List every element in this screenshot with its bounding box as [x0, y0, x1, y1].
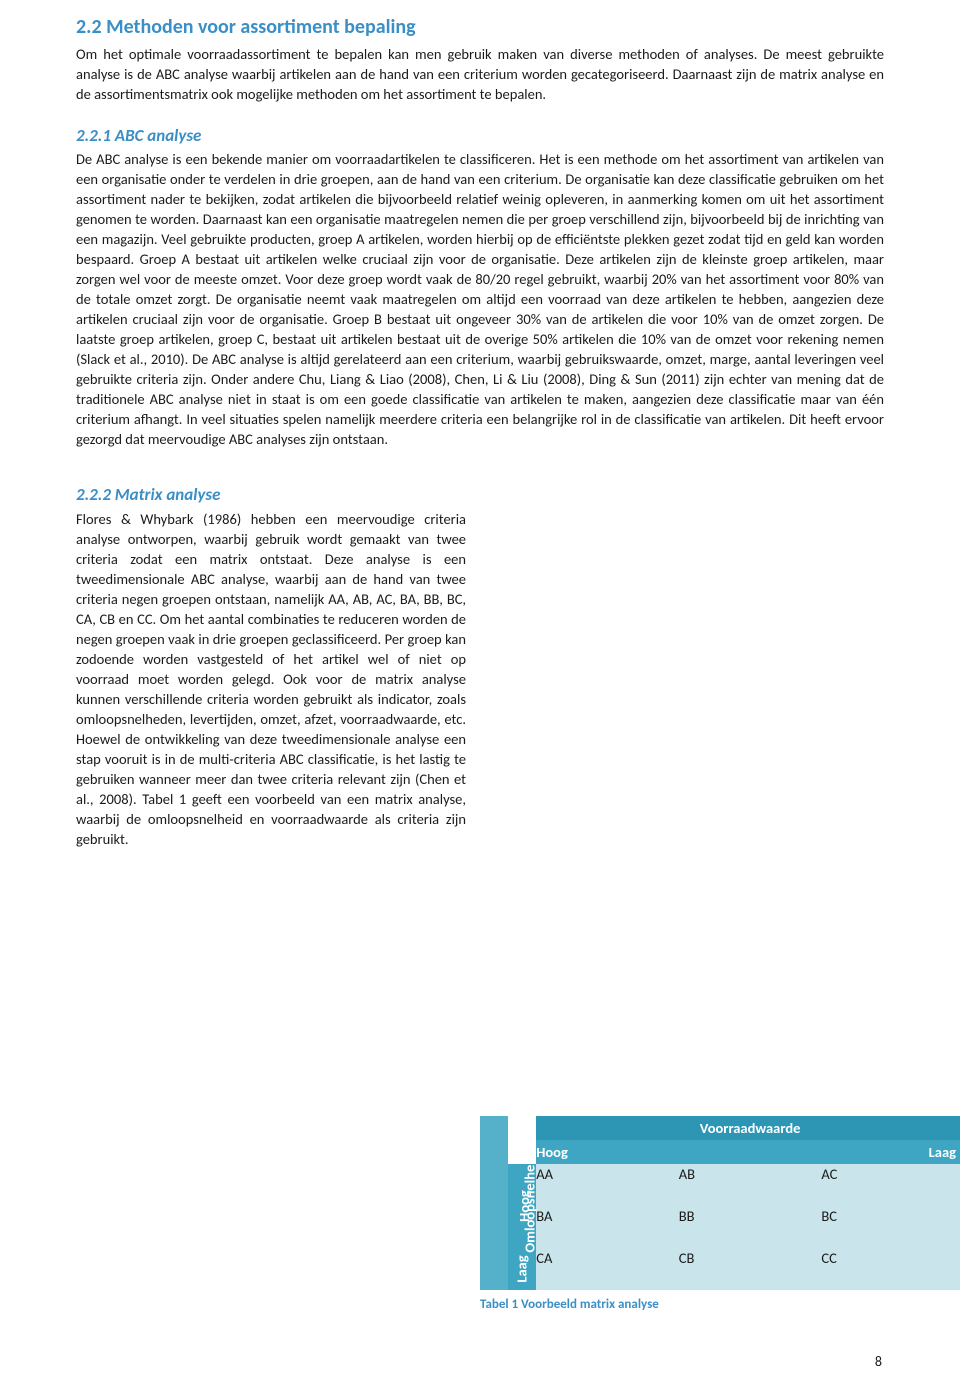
cell-bc: BC	[821, 1206, 960, 1248]
cell-ab: AB	[679, 1164, 822, 1206]
table-caption: Tabel 1 Voorbeeld matrix analyse	[480, 1296, 960, 1314]
cell-aa: AA	[536, 1164, 679, 1206]
cell-bb: BB	[679, 1206, 822, 1248]
section-title: 2.2 Methoden voor assortiment bepaling	[76, 14, 884, 42]
row-axis-label: Omloopsnelheid	[480, 1116, 508, 1290]
cell-ac: AC	[821, 1164, 960, 1206]
page-number: 8	[875, 1352, 882, 1371]
subsection-2-title: 2.2.2 Matrix analyse	[76, 483, 884, 506]
matrix-table: Omloopsnelheid Voorraadwaarde Hoog Laag …	[480, 1116, 960, 1290]
cell-cc: CC	[821, 1248, 960, 1290]
row-sub-bottom: Laag	[508, 1248, 536, 1290]
subsection-1-body: De ABC analyse is een bekende manier om …	[76, 149, 884, 449]
cell-ba: BA	[536, 1206, 679, 1248]
subsection-2-body: Flores & Whybark (1986) hebben een meerv…	[76, 509, 884, 849]
matrix-table-block: Omloopsnelheid Voorraadwaarde Hoog Laag …	[480, 1116, 960, 1314]
col-sub-right: Laag	[821, 1140, 960, 1164]
col-sub-mid	[679, 1140, 822, 1164]
subsection-1-title: 2.2.1 ABC analyse	[76, 124, 884, 147]
cell-ca: CA	[536, 1248, 679, 1290]
cell-cb: CB	[679, 1248, 822, 1290]
col-axis-label: Voorraadwaarde	[536, 1116, 960, 1140]
col-sub-left: Hoog	[536, 1140, 679, 1164]
section-intro: Om het optimale voorraadassortiment te b…	[76, 44, 884, 104]
